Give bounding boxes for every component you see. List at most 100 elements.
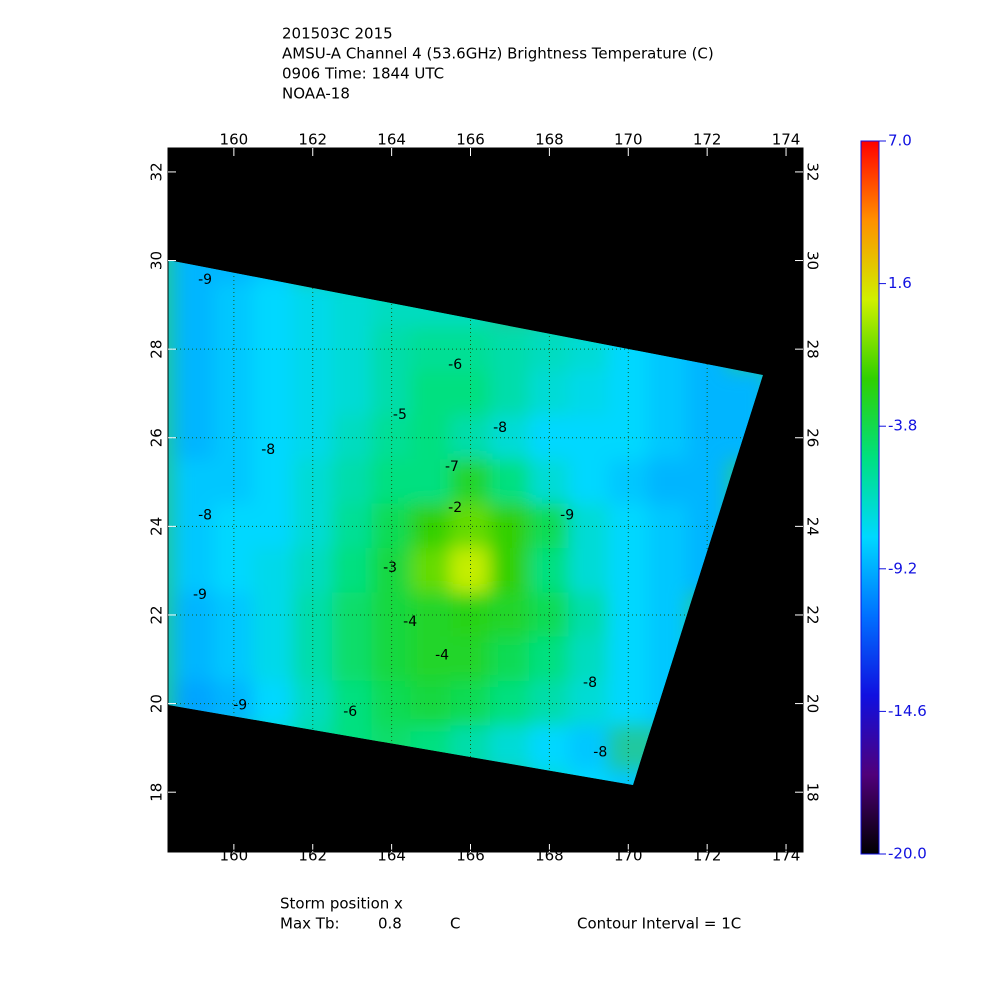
time: 0906 Time: 1844 UTC: [282, 65, 444, 83]
y-tick-label-right: 24: [804, 517, 822, 536]
heatmap-cell: [174, 282, 215, 328]
heatmap-cell: [608, 636, 649, 682]
y-tick-label-left: 30: [148, 251, 166, 270]
x-tick-label-top: 172: [693, 131, 722, 149]
heatmap-cell: [213, 370, 255, 417]
heatmap-cell: [371, 548, 412, 594]
heatmap-cell: [292, 370, 333, 417]
x-tick-label-top: 162: [298, 131, 327, 149]
x-tick-label-bottom: 166: [456, 847, 485, 865]
heatmap-cell: [647, 503, 688, 550]
heatmap-cell: [410, 548, 452, 594]
heatmap-cell: [568, 636, 610, 682]
heatmap-cell: [450, 503, 491, 550]
heatmap-cell: [647, 415, 688, 461]
heatmap-cell: [450, 370, 491, 417]
x-tick-label-bottom: 164: [377, 847, 406, 865]
heatmap-cell: [410, 636, 452, 682]
y-tick-label-left: 24: [148, 517, 166, 536]
heatmap-cell: [529, 503, 570, 550]
heatmap-cell: [371, 459, 412, 505]
contour-label: -8: [493, 420, 507, 436]
heatmap-cell: [253, 459, 294, 505]
heatmap-cell: [529, 548, 570, 594]
heatmap-cell: [529, 415, 570, 461]
contour-label: -4: [435, 647, 449, 663]
heatmap-cell: [213, 459, 255, 505]
colorbar-tick-label: -9.2: [888, 559, 917, 577]
contour-label: -2: [448, 500, 462, 516]
contour-label: -4: [403, 614, 417, 630]
y-tick-label-left: 28: [148, 340, 166, 359]
heatmap-cell: [331, 548, 373, 594]
heatmap-cell: [608, 548, 649, 594]
y-tick-label-right: 22: [804, 605, 822, 624]
x-tick-label-bottom: 162: [298, 847, 327, 865]
x-tick-label-top: 168: [535, 131, 564, 149]
heatmap-cell: [608, 459, 649, 505]
heatmap-cell: [568, 459, 610, 505]
heatmap-cell: [529, 680, 570, 727]
y-tick-label-right: 20: [804, 694, 822, 713]
contour-label: -6: [343, 704, 357, 720]
heatmap-cell: [292, 636, 333, 682]
heatmap-cell: [174, 459, 215, 505]
heatmap-cell: [331, 636, 373, 682]
heatmap-cell: [371, 636, 412, 682]
y-tick-label-right: 28: [804, 340, 822, 359]
heatmap-cell: [489, 459, 531, 505]
heatmap-cell: [253, 282, 294, 328]
x-tick-label-bottom: 160: [220, 847, 249, 865]
y-tick-label-left: 18: [148, 783, 166, 802]
heatmap-cell: [568, 725, 610, 771]
y-tick-label-right: 32: [804, 162, 822, 181]
contour-label: -9: [560, 507, 574, 523]
contour-label: -8: [593, 744, 607, 760]
contour-label: -8: [261, 442, 275, 458]
heatmap-cell: [686, 415, 728, 461]
y-tick-label-left: 20: [148, 694, 166, 713]
heatmap-cell: [686, 459, 728, 505]
heatmap-cell: [568, 548, 610, 594]
heatmap-cell: [174, 548, 215, 594]
colorbar-tick-label: -14.6: [888, 702, 927, 720]
colorbar-tick-label: 1.6: [888, 274, 912, 292]
heatmap-cell: [529, 636, 570, 682]
x-tick-label-top: 166: [456, 131, 485, 149]
max-tb: 0.8: [378, 915, 402, 933]
heatmap-cell: [253, 592, 294, 638]
contour-label: -6: [448, 357, 462, 373]
heatmap-cell: [489, 548, 531, 594]
heatmap-cell: [371, 592, 412, 638]
heatmap-cell: [331, 370, 373, 417]
heatmap-cell: [647, 370, 688, 417]
heatmap-cell: [450, 592, 491, 638]
colorbar-tick-label: -20.0: [888, 845, 927, 863]
contour-label: -8: [583, 675, 597, 691]
contour-label: -9: [198, 272, 212, 288]
heatmap-cell: [647, 459, 688, 505]
storm-position: Storm position x: [280, 895, 403, 913]
subtitle: AMSU-A Channel 4 (53.6GHz) Brightness Te…: [282, 45, 714, 63]
heatmap-cell: [253, 326, 294, 372]
heatmap-cell: [292, 548, 333, 594]
colorbar-ramp: [860, 140, 880, 855]
max-tb-unit: C: [450, 915, 460, 933]
heatmap-cell: [568, 370, 610, 417]
heatmap-cell: [410, 459, 452, 505]
x-tick-label-top: 164: [377, 131, 406, 149]
x-tick-label-bottom: 168: [535, 847, 564, 865]
heatmap-cell: [529, 370, 570, 417]
colorbar: 7.0 1.6 -3.8 -9.2 -14.6 -20.0: [860, 132, 927, 863]
axes: 160 160 162 162 164 164 166 166 168 168 170 170 172 1…: [148, 131, 822, 865]
satellite: NOAA-18: [282, 85, 350, 103]
heatmap-cell: [450, 636, 491, 682]
x-tick-label-bottom: 172: [693, 847, 722, 865]
heatmap-cell: [529, 459, 570, 505]
colorbar-tick-label: 7.0: [888, 132, 912, 150]
heatmap-cell: [489, 636, 531, 682]
heatmap-cell: [174, 636, 215, 682]
heatmap-cell: [608, 370, 649, 417]
contour-label: -8: [198, 507, 212, 523]
